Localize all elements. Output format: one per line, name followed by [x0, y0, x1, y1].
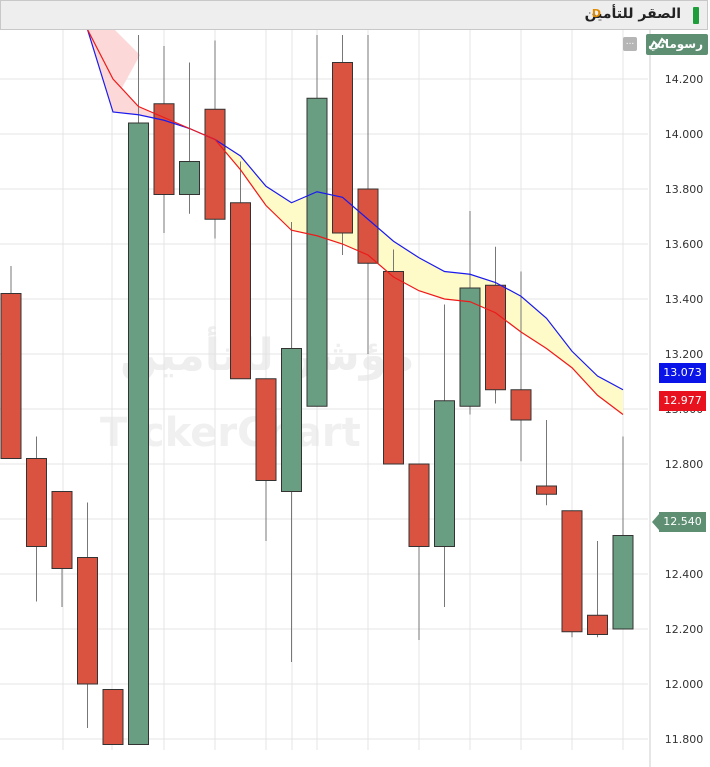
- candles: [0, 35, 634, 745]
- candle: [510, 271, 532, 462]
- y-tick-label: 12.400: [665, 568, 704, 581]
- indicator-band: [87, 30, 623, 415]
- candle: [485, 246, 506, 404]
- candle: [0, 266, 22, 459]
- candle-body: [26, 458, 47, 547]
- y-tick-label: 13.600: [665, 238, 704, 251]
- indicator-legend[interactable]: رسوماتي: [646, 34, 708, 55]
- candle: [77, 502, 98, 728]
- candlestick-chart[interactable]: 11.80012.00012.20012.40012.60012.80013.0…: [0, 30, 710, 767]
- candle-body: [230, 202, 251, 380]
- y-tick-label: 14.200: [665, 73, 704, 86]
- candle-body: [332, 62, 353, 234]
- y-tick-label: 14.000: [665, 128, 704, 141]
- symbol-title[interactable]: الصقر للتأمين: [584, 6, 681, 22]
- candle-body: [306, 97, 328, 407]
- band-segment: [597, 376, 623, 415]
- candle-body: [281, 348, 302, 492]
- candle: [102, 689, 124, 745]
- candle: [51, 491, 73, 607]
- candle: [153, 46, 175, 233]
- y-tick-label: 13.800: [665, 183, 704, 196]
- band-segment: [419, 257, 445, 299]
- candle: [536, 420, 557, 506]
- candle: [306, 35, 328, 407]
- candle-body: [485, 284, 506, 391]
- line-chart-icon: [649, 37, 667, 54]
- candle-body: [383, 271, 404, 465]
- y-tick-label: 12.800: [665, 458, 704, 471]
- candle-body: [102, 689, 124, 745]
- candle-body: [408, 463, 430, 547]
- candle: [26, 436, 47, 602]
- candle-body: [255, 378, 277, 481]
- candle: [612, 436, 634, 630]
- band-segment: [546, 318, 572, 368]
- candle-body: [612, 535, 634, 630]
- band-segment: [88, 30, 140, 106]
- candle-body: [204, 108, 226, 220]
- candle: [230, 161, 251, 380]
- upper-band-price-tag: 13.073: [659, 363, 706, 383]
- candle-body: [561, 510, 583, 633]
- candle: [281, 222, 302, 662]
- indicator-more-button[interactable]: ...: [623, 37, 637, 51]
- candle: [561, 510, 583, 638]
- y-tick-label: 12.200: [665, 623, 704, 636]
- candle-body: [179, 161, 200, 195]
- candle-body: [510, 389, 532, 421]
- candle-body: [51, 491, 73, 569]
- indicator-lines: [87, 30, 624, 415]
- candle: [128, 35, 149, 745]
- band-segment: [572, 351, 598, 396]
- candle-body: [459, 287, 481, 407]
- candle: [255, 378, 277, 541]
- indicator-label: رسوماتي: [648, 37, 703, 51]
- lower-band-price-tag: 12.977: [659, 391, 706, 411]
- candle: [383, 249, 404, 465]
- candle: [408, 463, 430, 640]
- band-segment: [240, 156, 266, 206]
- period-badge[interactable]: D: [591, 7, 601, 20]
- candle-body: [153, 103, 175, 195]
- candle: [587, 541, 608, 638]
- status-flag-icon: [693, 7, 699, 24]
- candle-body: [128, 122, 149, 745]
- y-tick-label: 11.800: [665, 733, 704, 746]
- y-tick-label: 12.000: [665, 678, 704, 691]
- candle-body: [536, 485, 557, 495]
- last-price-tag: 12.540: [659, 512, 706, 532]
- y-tick-label: 13.400: [665, 293, 704, 306]
- candle: [332, 35, 353, 255]
- chart-title-bar: الصقر للتأمين D: [0, 0, 708, 30]
- upper-band-line: [87, 30, 624, 391]
- candle-body: [587, 614, 608, 635]
- candle: [357, 35, 379, 354]
- y-tick-label: 13.200: [665, 348, 704, 361]
- candle: [179, 62, 200, 214]
- candle-body: [434, 400, 455, 547]
- band-segment: [266, 186, 292, 231]
- candle: [434, 304, 455, 607]
- candle: [459, 211, 481, 415]
- candle-body: [77, 557, 98, 685]
- lower-band-line: [87, 30, 624, 415]
- last-price-arrow: [652, 514, 659, 530]
- candle-body: [357, 188, 379, 264]
- candle-body: [0, 293, 22, 459]
